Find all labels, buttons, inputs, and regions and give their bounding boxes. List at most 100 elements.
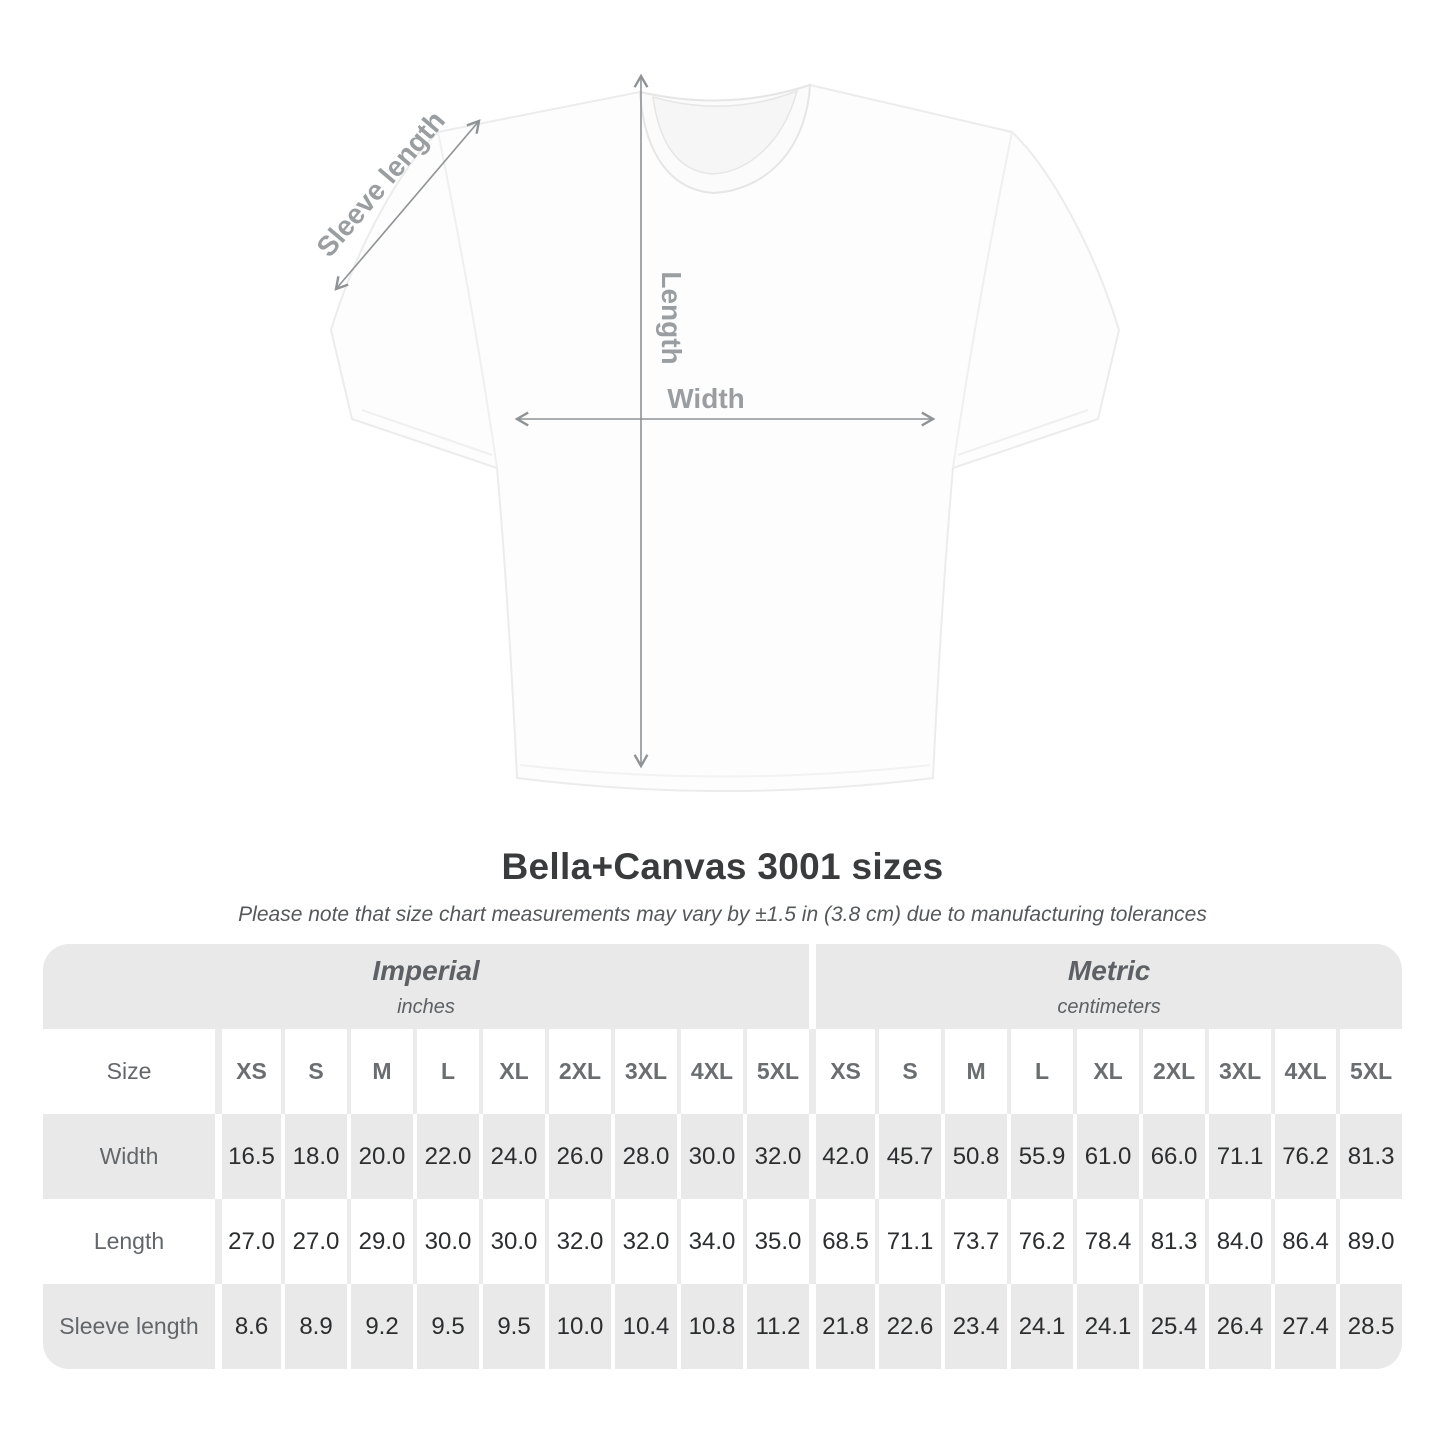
- col-header-imperial-s: S: [281, 1029, 347, 1114]
- table-cell: 20.0: [347, 1114, 413, 1199]
- table-cell: 68.5: [809, 1199, 876, 1284]
- table-cell: 61.0: [1073, 1114, 1140, 1199]
- table-cell: 10.8: [677, 1284, 743, 1369]
- col-header-imperial-4xl: 4XL: [677, 1029, 743, 1114]
- table-cell: 27.0: [281, 1199, 347, 1284]
- table-cell: 26.0: [545, 1114, 611, 1199]
- col-header-imperial-l: L: [413, 1029, 479, 1114]
- table-cell: 16.5: [215, 1114, 281, 1199]
- col-header-imperial-m: M: [347, 1029, 413, 1114]
- imperial-section-name: Imperial: [372, 954, 480, 986]
- table-cell: 73.7: [941, 1199, 1008, 1284]
- table-cell: 9.5: [479, 1284, 545, 1369]
- table-cell: 24.0: [479, 1114, 545, 1199]
- col-header-metric-2xl: 2XL: [1139, 1029, 1206, 1114]
- table-cell: 8.9: [281, 1284, 347, 1369]
- col-header-imperial-3xl: 3XL: [611, 1029, 677, 1114]
- table-cell: 30.0: [479, 1199, 545, 1284]
- imperial-section-header: Imperial inches: [43, 944, 810, 1029]
- table-cell: 10.4: [611, 1284, 677, 1369]
- col-header-metric-xl: XL: [1073, 1029, 1140, 1114]
- table-cell: 84.0: [1205, 1199, 1272, 1284]
- table-cell: 71.1: [1205, 1114, 1272, 1199]
- table-cell: 22.6: [875, 1284, 942, 1369]
- table-cell: 24.1: [1073, 1284, 1140, 1369]
- col-header-metric-xs: XS: [809, 1029, 876, 1114]
- table-cell: 18.0: [281, 1114, 347, 1199]
- table-cell: 81.3: [1336, 1114, 1403, 1199]
- metric-section-header: Metric centimeters: [809, 944, 1403, 1029]
- table-cell: 76.2: [1007, 1199, 1074, 1284]
- table-cell: 28.5: [1336, 1284, 1403, 1369]
- size-header-row: Size XS S M L XL 2XL 3XL 4XL 5XL XS S M …: [43, 1029, 1403, 1114]
- table-cell: 27.4: [1271, 1284, 1337, 1369]
- title-block: Bella+Canvas 3001 sizes Please note that…: [0, 846, 1445, 927]
- row-label-sleeve-length: Sleeve length: [43, 1284, 215, 1369]
- col-header-metric-m: M: [941, 1029, 1008, 1114]
- imperial-section-unit: inches: [397, 995, 455, 1018]
- table-cell: 26.4: [1205, 1284, 1272, 1369]
- measurement-arrows: [334, 73, 936, 769]
- table-cell: 29.0: [347, 1199, 413, 1284]
- table-cell: 30.0: [413, 1199, 479, 1284]
- table-cell: 50.8: [941, 1114, 1008, 1199]
- tshirt-hem-seam: [519, 764, 931, 778]
- table-cell: 32.0: [743, 1114, 810, 1199]
- table-cell: 9.5: [413, 1284, 479, 1369]
- tolerance-note: Please note that size chart measurements…: [238, 903, 1207, 926]
- length-row: Length 27.0 27.0 29.0 30.0 30.0 32.0 32.…: [43, 1199, 1403, 1284]
- table-cell: 11.2: [743, 1284, 810, 1369]
- tshirt-illustration: [330, 83, 1120, 792]
- table-cell: 34.0: [677, 1199, 743, 1284]
- table-cell: 25.4: [1139, 1284, 1206, 1369]
- col-header-imperial-5xl: 5XL: [743, 1029, 810, 1114]
- tshirt-neck-opening: [652, 89, 799, 175]
- tshirt-measurement-diagram: Sleeve length Length Width: [310, 73, 1120, 792]
- table-cell: 86.4: [1271, 1199, 1337, 1284]
- table-cell: 10.0: [545, 1284, 611, 1369]
- table-cell: 42.0: [809, 1114, 876, 1199]
- col-header-metric-5xl: 5XL: [1336, 1029, 1403, 1114]
- size-column-header: Size: [43, 1029, 215, 1114]
- table-cell: 32.0: [611, 1199, 677, 1284]
- table-cell: 9.2: [347, 1284, 413, 1369]
- tshirt-armhole-seam-right: [952, 131, 1013, 469]
- row-label-width: Width: [43, 1114, 215, 1199]
- table-cell: 66.0: [1139, 1114, 1206, 1199]
- col-header-metric-s: S: [875, 1029, 942, 1114]
- table-cell: 28.0: [611, 1114, 677, 1199]
- row-label-length: Length: [43, 1199, 215, 1284]
- table-cell: 30.0: [677, 1114, 743, 1199]
- tshirt-body: [330, 84, 1120, 792]
- width-label: Width: [667, 383, 745, 414]
- section-header-row: Imperial inches Metric centimeters: [43, 944, 1403, 1029]
- col-header-metric-3xl: 3XL: [1205, 1029, 1272, 1114]
- table-cell: 78.4: [1073, 1199, 1140, 1284]
- table-cell: 89.0: [1336, 1199, 1403, 1284]
- col-header-imperial-xl: XL: [479, 1029, 545, 1114]
- width-row: Width 16.5 18.0 20.0 22.0 24.0 26.0 28.0…: [43, 1114, 1403, 1199]
- length-label: Length: [656, 271, 687, 364]
- table-cell: 55.9: [1007, 1114, 1074, 1199]
- col-header-metric-l: L: [1007, 1029, 1074, 1114]
- table-cell: 21.8: [809, 1284, 876, 1369]
- col-header-imperial-2xl: 2XL: [545, 1029, 611, 1114]
- table-cell: 8.6: [215, 1284, 281, 1369]
- table-cell: 23.4: [941, 1284, 1008, 1369]
- page-title: Bella+Canvas 3001 sizes: [501, 846, 944, 887]
- table-cell: 27.0: [215, 1199, 281, 1284]
- table-cell: 35.0: [743, 1199, 810, 1284]
- metric-section-unit: centimeters: [1057, 995, 1161, 1018]
- col-header-imperial-xs: XS: [215, 1029, 281, 1114]
- table-cell: 24.1: [1007, 1284, 1074, 1369]
- sleeve-length-row: Sleeve length 8.6 8.9 9.2 9.5 9.5 10.0 1…: [43, 1284, 1403, 1369]
- size-table: Imperial inches Metric centimeters Size …: [43, 944, 1403, 1369]
- metric-section-name: Metric: [1067, 954, 1151, 986]
- table-cell: 76.2: [1271, 1114, 1337, 1199]
- table-cell: 81.3: [1139, 1199, 1206, 1284]
- table-cell: 71.1: [875, 1199, 942, 1284]
- table-cell: 22.0: [413, 1114, 479, 1199]
- table-cell: 45.7: [875, 1114, 942, 1199]
- table-cell: 32.0: [545, 1199, 611, 1284]
